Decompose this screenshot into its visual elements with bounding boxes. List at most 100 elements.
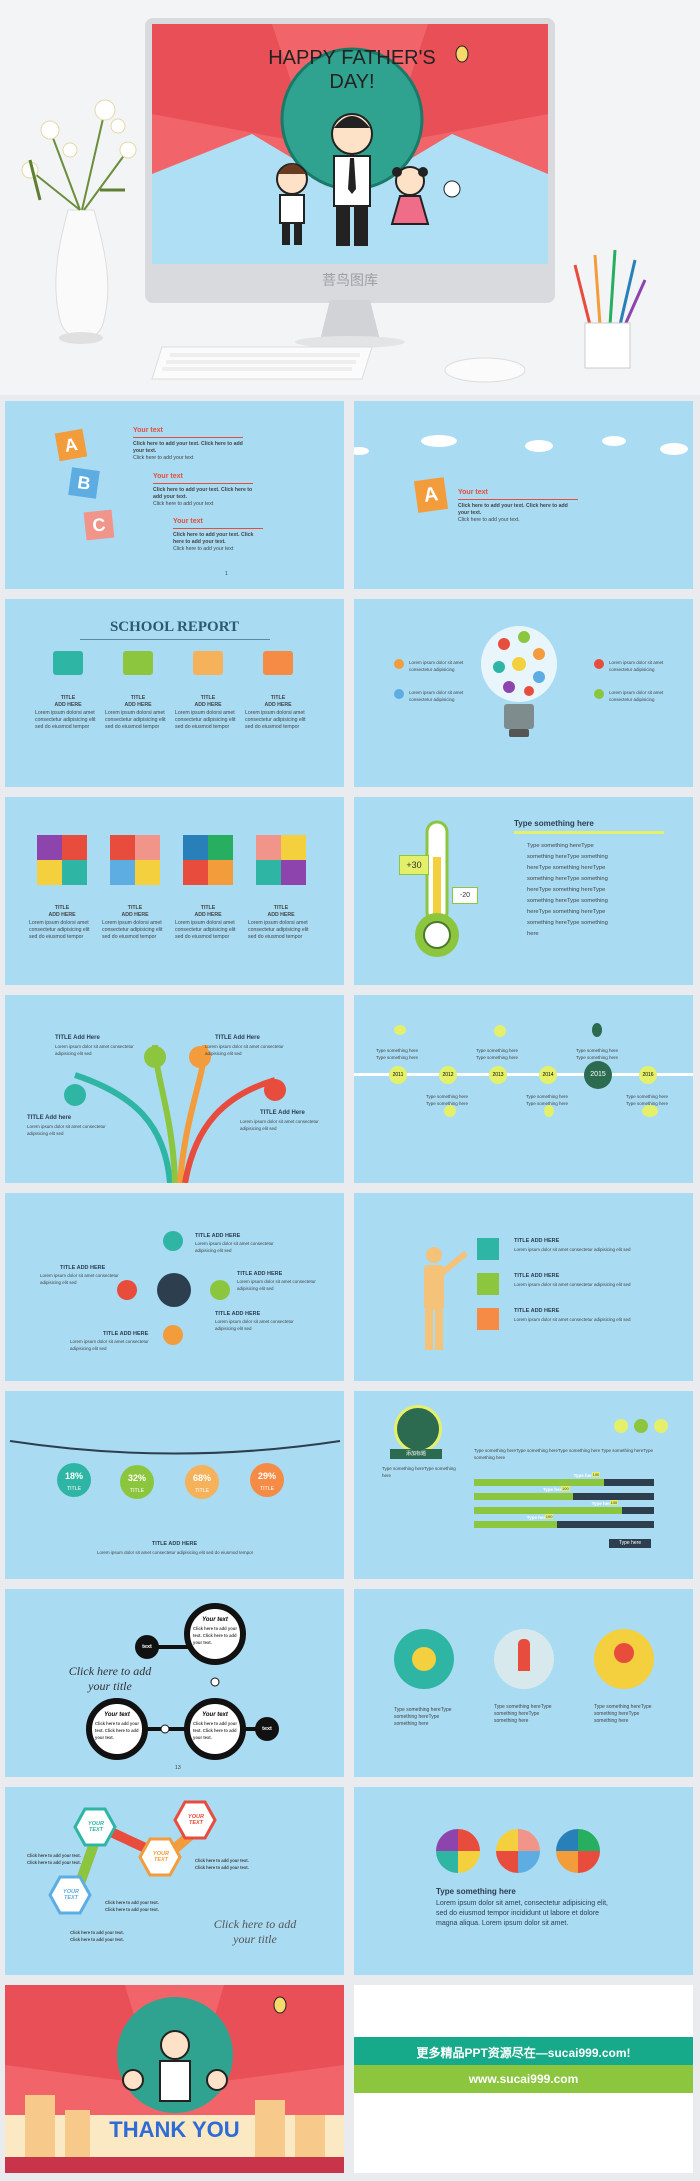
label-body: Lorem ipsum dolor sit amet consectetur a…: [205, 1044, 284, 1056]
slide-hanging-tags[interactable]: 18% TITLE 32% TITLE 68% TITLE 29% TITLE …: [5, 1391, 344, 1579]
crown-icon: [263, 651, 293, 675]
col-body: Lorem ipsum dolorsi amet consectetur adi…: [105, 710, 166, 730]
pattern-tile: [183, 835, 233, 885]
item-title: TITLE ADD HERE: [514, 1308, 560, 1314]
label-body: Lorem ipsum dolor sit amet consectetur a…: [27, 1124, 106, 1136]
slide-timeline[interactable]: 2011 2012 2013 2014 2015 2016 Type somet…: [354, 995, 693, 1183]
page-number: 13: [175, 1765, 181, 1771]
slide-body: Lorem ipsum dolor sit amet, consectetur …: [436, 1900, 608, 1927]
promo-line-2[interactable]: www.sucai999.com: [468, 2072, 579, 2086]
label-body: Lorem ipsum dolor sit amet consectetur a…: [237, 1279, 316, 1291]
body: Click here to add your text. Click here …: [105, 1900, 159, 1912]
progress-track: Type here 100: [474, 1486, 654, 1500]
col-title: TITLE: [200, 695, 216, 701]
col-subtitle: ADD HERE: [194, 702, 222, 708]
year-dot: 2011: [389, 1066, 407, 1084]
bulb-icon: [193, 651, 223, 675]
slide-title[interactable]: Click here to add your title: [68, 1664, 152, 1693]
dot-icon: [394, 659, 404, 669]
item-body: Lorem ipsum dolor sit amet consectetur a…: [514, 1247, 631, 1252]
top-text: Type something hereType something hereTy…: [474, 1448, 654, 1460]
promo-line-1[interactable]: 更多精品PPT资源尽在—sucai999.com!: [416, 2046, 631, 2060]
body: Click here to add your text. Click here …: [70, 1930, 124, 1942]
progress-label: Type here: [526, 1515, 548, 1520]
plus-value: +30: [399, 855, 429, 875]
slide-idea-bulb[interactable]: Lorem ipsum dolor sit amet consectetur a…: [354, 599, 693, 787]
col-subtitle: ADD HERE: [194, 912, 222, 918]
timeline-track: [354, 1073, 693, 1076]
person-icon: [592, 1023, 602, 1037]
slide-thermometer[interactable]: +30 -20 Type something here Type somethi…: [354, 797, 693, 985]
item-text: Type something hereType something hereTy…: [394, 1707, 452, 1727]
year-dot: 2014: [539, 1066, 557, 1084]
slide-hub-diagram[interactable]: TITLE ADD HERE Lorem ipsum dolor sit ame…: [5, 1193, 344, 1381]
slide-title[interactable]: Click here to add your title: [213, 1917, 297, 1946]
progress-label: Type here: [591, 1501, 613, 1506]
slide-circle-chain[interactable]: text Your text Click here to add your te…: [5, 1589, 344, 1777]
text-line: hereType something hereType: [527, 887, 606, 893]
label-title: TITLE Add Here: [55, 1035, 100, 1041]
progress-track: Type here 100: [474, 1514, 654, 1528]
col-body: Lorem ipsum dolorsi amet consectetur adi…: [35, 710, 96, 730]
page-number: 1: [225, 571, 228, 577]
slide-three-icons[interactable]: Type something hereType something hereTy…: [354, 1589, 693, 1777]
bulb-icon: [544, 1105, 554, 1117]
trophy-icon: [163, 1231, 183, 1251]
percent-value: 32%: [127, 1473, 146, 1483]
progress-value: 100: [561, 1486, 570, 1491]
col-body: Lorem ipsum dolorsi amet consectetur adi…: [102, 920, 163, 940]
label-title: TITLE Add here: [27, 1115, 72, 1121]
slide-progress-bars[interactable]: 添加标题 Type something hereType something h…: [354, 1391, 693, 1579]
pattern-circle: [556, 1829, 600, 1873]
col-title: TITLE: [200, 905, 216, 911]
sun-icon: [394, 1629, 454, 1689]
slide-single-letter[interactable]: A Your text Click here to add your text.…: [354, 401, 693, 589]
footer-band: [5, 2157, 344, 2173]
item-title: Your text: [153, 473, 183, 480]
slide-abc-list[interactable]: A B C Your text Click here to add your t…: [5, 401, 344, 589]
slide-school-report[interactable]: SCHOOL REPORT TITLE ADD HERE Lorem ipsum…: [5, 599, 344, 787]
timeline-note: Type something here Type something here: [376, 1048, 419, 1060]
label-body: Lorem ipsum dolor sit amet consectetur a…: [55, 1044, 134, 1056]
col-title: TITLE: [54, 905, 70, 911]
col-body: Lorem ipsum dolorsi amet consectetur adi…: [248, 920, 309, 940]
item-title: Your text: [173, 518, 203, 525]
check-icon: [477, 1238, 499, 1260]
slide-checklist[interactable]: TITLE ADD HERE Lorem ipsum dolor sit ame…: [354, 1193, 693, 1381]
promo-panel: 更多精品PPT资源尽在—sucai999.com! www.sucai999.c…: [354, 1985, 693, 2173]
timeline-note: Type something here Type something here: [426, 1094, 469, 1106]
text-line: something hereType something: [527, 920, 608, 926]
divider: [458, 499, 578, 500]
info-icon: [614, 1419, 628, 1433]
col-body: Lorem ipsum dolorsi amet consectetur adi…: [29, 920, 90, 940]
timeline-note: Type something here Type something here: [526, 1094, 569, 1106]
progress-fill: [474, 1521, 557, 1528]
col-body: Lorem ipsum dolorsi amet consectetur adi…: [175, 710, 236, 730]
slide-pattern-circles[interactable]: Type something here Lorem ipsum dolor si…: [354, 1787, 693, 1975]
type-here-button[interactable]: Type here: [609, 1539, 651, 1548]
slide-branches[interactable]: TITLE Add Here Lorem ipsum dolor sit ame…: [5, 995, 344, 1183]
hex-ribbon: [48, 1800, 217, 1915]
percent-tag: 32%: [120, 1465, 154, 1499]
letter-tile-a: A: [54, 428, 88, 462]
monitor-brand: 菩鸟图库: [322, 272, 378, 288]
divider: [173, 528, 263, 529]
label-body: Lorem ipsum dolor sit amet consectetur a…: [240, 1119, 319, 1131]
pattern-tile: [110, 835, 160, 885]
slide-title: Type something here: [436, 1887, 516, 1896]
badge: 添加标题: [390, 1449, 442, 1459]
col-title: TITLE: [273, 905, 289, 911]
slide-thank-you[interactable]: THANK YOU: [5, 1985, 344, 2173]
percent-tag: 18%: [57, 1463, 91, 1497]
item-body-bold: Click here to add your text. Click here …: [458, 503, 568, 516]
thank-you-illustration: [5, 1985, 344, 2173]
progress-value: 100: [591, 1472, 601, 1477]
timeline-note: Type something here Type something here: [626, 1094, 669, 1106]
pattern-tile: [256, 835, 306, 885]
slide-color-blocks[interactable]: TITLE ADD HERE Lorem ipsum dolorsi amet …: [5, 797, 344, 985]
col-title: TITLE: [127, 905, 143, 911]
hex-label: YOUR TEXT: [153, 1851, 169, 1863]
letter-tile-b: B: [68, 467, 100, 499]
col-title: TITLE: [130, 695, 146, 701]
slide-hex-flow[interactable]: YOUR TEXT YOUR TEXT YOUR TEXT YOUR TEXT …: [5, 1787, 344, 1975]
